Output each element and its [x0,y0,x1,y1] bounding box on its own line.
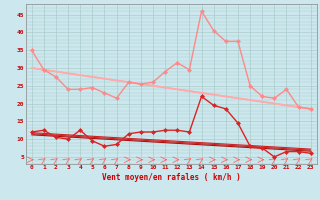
X-axis label: Vent moyen/en rafales ( km/h ): Vent moyen/en rafales ( km/h ) [102,173,241,182]
